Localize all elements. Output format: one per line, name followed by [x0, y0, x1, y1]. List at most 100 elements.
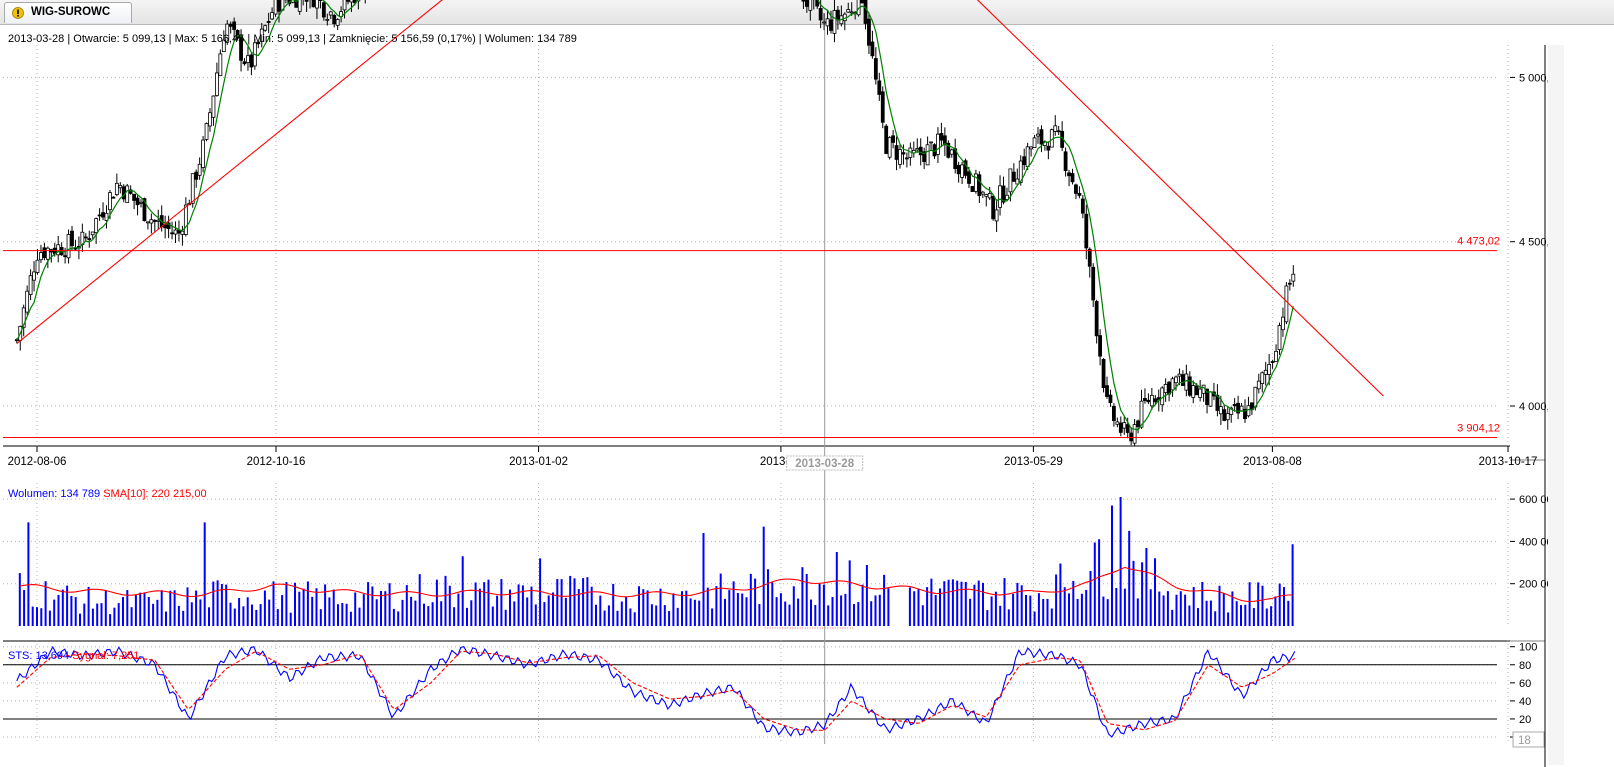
candle-up — [28, 275, 33, 295]
candle-up — [156, 219, 161, 222]
info-volume-value: 134 789 — [537, 33, 577, 45]
volume-bars — [18, 496, 1294, 626]
info-open-value: 5 099,13 — [122, 33, 166, 45]
ohlc-info-bar: 2013-03-28 | Otwarcie: 5 099,13 | Max: 5… — [8, 33, 577, 45]
candle-up — [104, 212, 109, 221]
candle-down — [166, 222, 171, 230]
candle-down — [277, 0, 281, 12]
candle-up — [259, 28, 264, 42]
candle-up — [1225, 413, 1230, 421]
candle-down — [836, 9, 840, 21]
candle-down — [1136, 420, 1140, 428]
candle-down — [1077, 192, 1082, 196]
candle-up — [356, 0, 361, 2]
candle-down — [1181, 374, 1185, 386]
candle-up — [822, 21, 827, 24]
candle-up — [204, 123, 209, 140]
candle-up — [290, 0, 295, 3]
candle-up — [925, 144, 930, 166]
candle-down — [1215, 394, 1220, 411]
candle-up — [108, 192, 112, 211]
candle-up — [328, 11, 333, 16]
signal-label: Sygnał: — [72, 650, 109, 662]
candle-down — [867, 18, 871, 46]
candle-up — [21, 307, 26, 328]
candle-down — [242, 61, 247, 65]
candle-down — [804, 0, 809, 7]
candle-up — [960, 164, 965, 178]
crosshair-date-box — [786, 455, 864, 471]
candle-up — [263, 25, 268, 31]
tab-title: WIG-SUROWC — [31, 6, 111, 18]
date-axis-label: 2013-05-29 — [1004, 456, 1063, 468]
candle-up — [180, 230, 185, 235]
candle-down — [1011, 171, 1016, 182]
candle-up — [1260, 372, 1265, 384]
candle-down — [1063, 151, 1068, 172]
trendline — [16, 0, 443, 344]
candle-up — [1229, 407, 1234, 415]
candle-up — [1174, 376, 1178, 384]
sts-legend: STS: 13,694 Sygnał: 7,251 — [8, 650, 140, 662]
candle-down — [128, 189, 133, 194]
candle-up — [1170, 378, 1175, 391]
candle-up — [1184, 373, 1189, 391]
candle-down — [1129, 432, 1134, 442]
candle-up — [1122, 422, 1127, 429]
resistance-level-label: 3 904,12 — [1457, 423, 1500, 435]
candle-down — [922, 151, 927, 163]
candle-down — [946, 142, 951, 158]
candle-up — [1139, 400, 1144, 428]
candle-down — [1074, 184, 1078, 194]
signal-value: 7,251 — [112, 650, 140, 662]
candle-down — [321, 2, 326, 18]
candle-up — [1115, 421, 1120, 425]
candle-down — [249, 54, 254, 68]
candle-up — [936, 133, 940, 155]
candle-up — [190, 173, 195, 204]
candle-up — [1281, 316, 1285, 331]
candle-up — [1256, 380, 1261, 390]
candle-up — [25, 290, 30, 313]
candle-up — [1018, 160, 1023, 183]
candle-down — [1118, 422, 1123, 433]
candle-down — [232, 21, 237, 30]
candle-up — [118, 184, 123, 189]
candle-down — [1222, 409, 1227, 421]
candle-down — [142, 198, 147, 222]
candle-up — [849, 11, 854, 14]
candle-down — [163, 224, 168, 229]
candle-up — [349, 0, 354, 3]
chart-tab[interactable]: WIG-SUROWC — [4, 2, 132, 23]
info-date: 2013-03-28 — [8, 33, 65, 45]
candle-up — [1177, 373, 1182, 377]
candle-up — [856, 0, 861, 16]
candle-up — [146, 221, 150, 224]
candle-up — [1198, 388, 1203, 398]
candle-up — [1274, 350, 1278, 362]
candle-up — [56, 244, 61, 256]
candle-up — [90, 231, 95, 236]
candle-down — [135, 197, 140, 206]
candle-down — [1094, 301, 1099, 337]
candle-up — [1239, 405, 1244, 412]
candle-up — [1053, 125, 1058, 132]
sts-label: STS: — [8, 650, 33, 662]
volume-legend: Wolumen: 134 789 SMA[10]: 220 215,00 — [8, 488, 207, 500]
sts-y-tick-label: 40 — [1519, 696, 1531, 708]
date-axis-label: 2013-01-02 — [509, 456, 568, 468]
candle-up — [1246, 405, 1251, 417]
right-scroll-strip — [1548, 45, 1564, 765]
candle-down — [1232, 404, 1237, 407]
candle-up — [149, 219, 154, 224]
candle-up — [1218, 406, 1223, 415]
candle-down — [256, 41, 261, 45]
candle-up — [1263, 369, 1268, 375]
sts-cursor-value: 18 — [1518, 735, 1531, 747]
signal-line — [16, 650, 1296, 731]
candle-down — [83, 236, 88, 239]
chart-background — [0, 26, 1614, 767]
candle-up — [246, 55, 250, 63]
candle-down — [991, 196, 996, 220]
